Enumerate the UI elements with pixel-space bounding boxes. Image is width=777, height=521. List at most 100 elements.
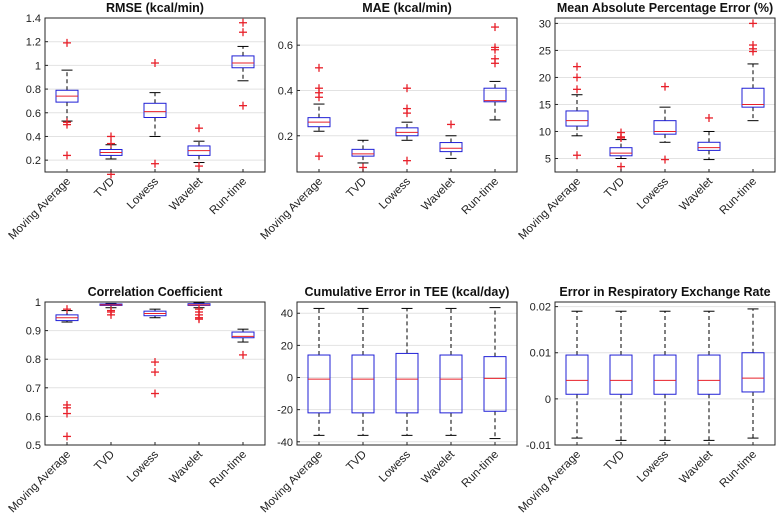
chart-title: Correlation Coefficient: [88, 285, 224, 299]
outlier-marker: [107, 310, 115, 319]
box-wavelet: [439, 307, 463, 436]
y-tick-label: 20: [281, 340, 293, 352]
outlier-marker: [749, 19, 757, 28]
outlier-marker: [239, 18, 247, 27]
y-tick-label: 40: [281, 308, 293, 320]
x-category-label: Wavelet: [168, 175, 206, 213]
y-tick-label: 0.6: [26, 108, 41, 120]
box-tvd: [99, 132, 123, 179]
box-wavelet: [187, 302, 211, 324]
y-tick-label: 0: [545, 394, 551, 406]
outlier-marker: [661, 155, 669, 164]
outlier-marker: [63, 38, 71, 47]
outlier-marker: [403, 156, 411, 165]
chart-title: Mean Absolute Percentage Error (%): [557, 1, 773, 15]
box-iqr: [565, 110, 589, 127]
box-iqr: [653, 354, 677, 395]
x-category-label: Wavelet: [420, 448, 458, 486]
outlier-marker: [315, 63, 323, 72]
y-tick-label: 0.5: [26, 440, 41, 452]
outlier-marker: [573, 73, 581, 82]
outlier-marker: [617, 133, 625, 142]
x-category-label: Lowess: [125, 448, 161, 484]
outlier-marker: [573, 62, 581, 71]
y-tick-label: 0.8: [26, 84, 41, 96]
box-iqr: [307, 354, 331, 414]
chart-4-correlation-coefficient: 0.5 0.6 0.7 0.8 0.9 1 Moving Average TVD Lowess W…: [6, 285, 266, 516]
y-tick-label: -20: [277, 405, 293, 417]
y-tick-label: -40: [277, 437, 293, 449]
y-tick-label: 1.2: [26, 37, 41, 49]
box-lowess: [395, 307, 419, 436]
y-tick-label: 0.2: [278, 131, 293, 143]
box-iqr: [395, 352, 419, 414]
x-category-label: Wavelet: [678, 175, 716, 213]
axes-frame: [296, 301, 518, 446]
box-iqr: [653, 120, 677, 135]
x-category-label: Lowess: [377, 448, 413, 484]
x-category-label: Lowess: [125, 175, 161, 211]
y-tick-label: 0.02: [530, 302, 551, 314]
box-tvd: [351, 139, 375, 172]
outlier-marker: [705, 113, 713, 122]
box-iqr: [483, 356, 507, 412]
x-category-label: Moving Average: [6, 449, 73, 516]
chart-5-cumulative-error-in-tee-kcal-day: -40 -20 0 20 40 Moving Average TVD Lowess Wavele…: [258, 285, 518, 515]
y-tick-label: 1.4: [26, 13, 41, 25]
y-tick-label: 0.8: [26, 354, 41, 366]
x-category-label: Run-time: [208, 176, 249, 217]
box-moving-average: [565, 62, 589, 160]
chart-title: Cumulative Error in TEE (kcal/day): [305, 285, 510, 299]
box-moving-average: [565, 310, 589, 439]
x-category-label: Wavelet: [420, 175, 458, 213]
outlier-marker: [491, 59, 499, 68]
box-iqr: [609, 147, 633, 157]
outlier-marker: [63, 120, 71, 129]
box-iqr: [697, 141, 721, 151]
outlier-marker: [195, 124, 203, 133]
y-tick-label: 0.4: [278, 85, 293, 97]
x-category-label: Lowess: [635, 448, 671, 484]
box-run-time: [231, 328, 255, 359]
x-category-label: Wavelet: [678, 448, 716, 486]
chart-6-error-in-respiratory-exchange-rate: -0.01 0 0.01 0.02 Moving Average TVD Lowess Wav…: [516, 285, 776, 515]
outlier-marker: [403, 109, 411, 118]
outlier-marker: [661, 82, 669, 91]
box-moving-average: [55, 38, 79, 160]
y-tick-label: 0: [287, 373, 293, 385]
y-tick-label: 0.01: [530, 348, 551, 360]
axes-frame: [44, 301, 266, 446]
box-run-time: [483, 23, 507, 121]
box-iqr: [609, 354, 633, 395]
outlier-marker: [151, 368, 159, 377]
x-category-label: TVD: [344, 176, 369, 201]
y-tick-label: 15: [539, 99, 551, 111]
box-lowess: [653, 82, 677, 164]
y-tick-label: 0.4: [26, 131, 41, 143]
box-moving-average: [55, 305, 79, 441]
outlier-marker: [315, 152, 323, 161]
box-iqr: [439, 354, 463, 414]
outlier-marker: [63, 305, 71, 314]
box-iqr: [395, 127, 419, 137]
outlier-marker: [195, 162, 203, 171]
outlier-marker: [151, 389, 159, 398]
x-category-label: Run-time: [460, 176, 501, 217]
x-category-label: TVD: [92, 449, 117, 474]
plot-area: [555, 18, 775, 172]
box-iqr: [351, 354, 375, 414]
box-iqr: [231, 331, 255, 339]
box-run-time: [483, 307, 507, 440]
x-category-label: Moving Average: [6, 176, 73, 243]
chart-title: MAE (kcal/min): [362, 1, 452, 15]
box-run-time: [741, 308, 765, 439]
axes-frame: [554, 17, 776, 173]
outlier-marker: [315, 93, 323, 102]
axes-frame: [296, 17, 518, 173]
box-run-time: [231, 18, 255, 110]
x-category-label: Moving Average: [516, 176, 583, 243]
y-tick-label: 1: [35, 60, 41, 72]
box-iqr: [231, 55, 255, 69]
x-category-label: TVD: [602, 176, 627, 201]
outlier-marker: [573, 85, 581, 94]
